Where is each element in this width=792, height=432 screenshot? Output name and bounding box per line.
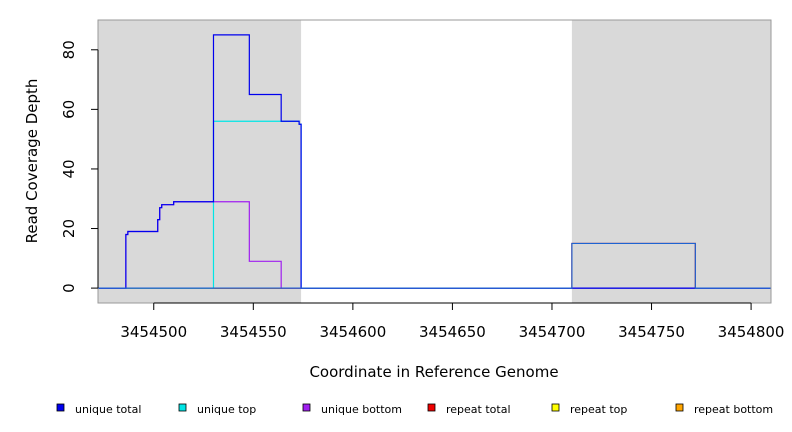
series-line-unique-total: [98, 34, 771, 289]
x-tick-label: 3454600: [319, 323, 386, 341]
legend-label: repeat total: [446, 403, 511, 416]
legend-item-repeat-bottom: repeat bottom: [675, 403, 773, 416]
x-axis: 3454500 3454550 3454600 3454650 3454700 34547…: [120, 302, 785, 341]
legend-item-unique-total: unique total: [56, 403, 141, 416]
legend-swatch: [56, 403, 65, 412]
legend-item-unique-top: unique top: [178, 403, 256, 416]
plot-background: [98, 20, 771, 303]
y-tick-label: 0: [60, 283, 78, 293]
legend-swatch: [302, 403, 311, 412]
series-line-combined: [98, 242, 771, 289]
legend-swatch: [675, 403, 684, 412]
legend-label: repeat bottom: [694, 403, 773, 416]
background-regions: [98, 20, 771, 303]
x-tick-label: 3454550: [220, 323, 287, 341]
y-axis: 0 20 40 60 80: [60, 40, 99, 293]
legend-label: repeat top: [570, 403, 627, 416]
y-tick-label: 60: [60, 100, 78, 119]
y-tick-label: 20: [60, 219, 78, 238]
shaded-region-1: [98, 20, 302, 303]
x-axis-title: Coordinate in Reference Genome: [309, 363, 558, 381]
x-tick-label: 3454650: [419, 323, 486, 341]
legend: unique total unique top unique bottom repea…: [56, 403, 773, 416]
legend-label: unique total: [75, 403, 141, 416]
y-tick-label: 40: [60, 159, 78, 178]
legend-swatch: [551, 403, 560, 412]
legend-item-unique-bottom: unique bottom: [302, 403, 402, 416]
y-axis-title: Read Coverage Depth: [23, 79, 41, 244]
x-tick-label: 3454750: [618, 323, 685, 341]
legend-item-repeat-top: repeat top: [551, 403, 627, 416]
shaded-region-2: [571, 20, 771, 303]
legend-label: unique bottom: [321, 403, 402, 416]
legend-swatch: [427, 403, 436, 412]
legend-swatch: [178, 403, 187, 412]
legend-item-repeat-total: repeat total: [427, 403, 511, 416]
y-tick-label: 80: [60, 40, 78, 59]
x-tick-label: 3454800: [718, 323, 785, 341]
x-tick-label: 3454500: [120, 323, 187, 341]
legend-label: unique top: [197, 403, 256, 416]
x-tick-label: 3454700: [519, 323, 586, 341]
series-lines: [98, 34, 771, 289]
